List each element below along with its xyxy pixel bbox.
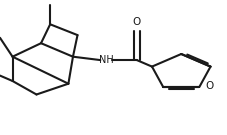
- Text: NH: NH: [98, 55, 113, 65]
- Text: O: O: [132, 17, 140, 27]
- Text: O: O: [205, 81, 213, 91]
